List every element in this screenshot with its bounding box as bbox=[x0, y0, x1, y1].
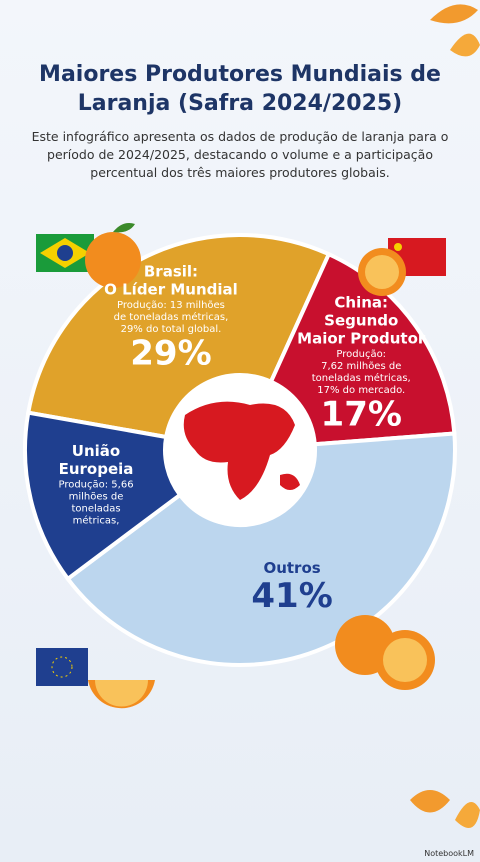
decoration bbox=[85, 223, 435, 709]
slice-label: O Líder Mundial bbox=[104, 281, 238, 299]
slice-label: 7,62 milhões de bbox=[321, 361, 401, 372]
slice-label: Segundo bbox=[324, 312, 398, 330]
slice-label: 29% bbox=[130, 334, 211, 374]
slice-label: Produção: 13 milhões bbox=[117, 300, 225, 311]
slice-label: métricas, bbox=[73, 514, 120, 526]
slice-label: União bbox=[72, 442, 120, 460]
title: Maiores Produtores Mundiais de Laranja (… bbox=[39, 62, 441, 116]
slice-label: Produção: 5,66 bbox=[58, 479, 133, 490]
slice-label: China: bbox=[334, 294, 388, 312]
slice-label: toneladas bbox=[71, 503, 120, 514]
slice-label: 29% do total global. bbox=[121, 324, 222, 335]
pie-slice bbox=[23, 410, 183, 582]
center-map bbox=[165, 375, 315, 525]
subtitle: Este infográfico apresenta os dados de p… bbox=[31, 129, 449, 180]
slice-label: Outros bbox=[263, 559, 320, 577]
slice-label: Produção: bbox=[336, 349, 386, 360]
slice-label: Europeia bbox=[59, 460, 134, 478]
slice-label: Brasil: bbox=[144, 263, 198, 281]
slice-label: 41% bbox=[251, 576, 332, 616]
slice-label: toneladas métricas, bbox=[312, 372, 411, 384]
slice-label: Maior Produtor bbox=[297, 330, 426, 348]
watermark: NotebookLM bbox=[424, 849, 474, 858]
slice-label: milhões de bbox=[69, 491, 124, 502]
slice-label: 17% do mercado. bbox=[317, 385, 405, 396]
slice-label: de toneladas métricas, bbox=[114, 311, 229, 323]
slice-label: 17% bbox=[321, 395, 402, 435]
